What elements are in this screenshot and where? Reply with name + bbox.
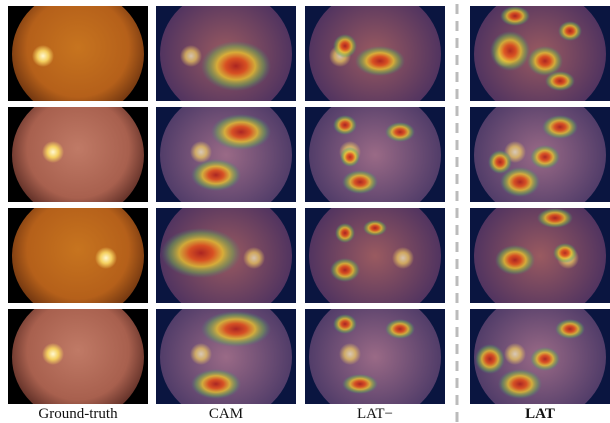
panel (305, 293, 445, 421)
heat-blob (340, 147, 360, 167)
panel-image (156, 192, 296, 320)
panel-image (305, 0, 445, 118)
panel-image (156, 91, 296, 219)
figure: Ground-truth CAM LAT− LAT (0, 0, 610, 423)
panel-image (8, 192, 148, 320)
panel-image (8, 0, 148, 118)
optic-disc (32, 45, 54, 67)
panel (8, 91, 148, 219)
column-label: CAM (209, 406, 243, 422)
panel-image (470, 192, 610, 320)
heat-blob (201, 41, 271, 91)
column-label: Ground-truth (38, 406, 118, 422)
heat-blob (475, 344, 505, 374)
panel-image (470, 293, 610, 421)
panel-image (8, 91, 148, 219)
fundus (12, 293, 144, 421)
heat-blob (330, 258, 360, 282)
panel (156, 192, 296, 320)
panel (470, 91, 610, 219)
heat-blob (530, 145, 560, 169)
panel (470, 293, 610, 421)
fundus (12, 91, 144, 219)
panel (305, 91, 445, 219)
optic-disc (243, 247, 265, 269)
panel (305, 192, 445, 320)
heat-blob (498, 369, 542, 399)
optic-disc (339, 343, 361, 365)
heat-blob (342, 374, 378, 394)
heat-blob (333, 115, 357, 135)
fundus (12, 192, 144, 320)
heat-blob (385, 122, 415, 142)
heat-blob (385, 319, 415, 339)
column-label: LAT− (357, 406, 393, 422)
heat-blob (335, 223, 355, 243)
heat-blob (553, 243, 577, 263)
fundus (309, 192, 441, 320)
optic-disc (42, 141, 64, 163)
heat-blob (191, 369, 241, 399)
heat-blob (342, 170, 378, 194)
panel-image (156, 293, 296, 421)
heat-blob (500, 6, 530, 26)
heat-blob (333, 34, 357, 58)
optic-disc (42, 343, 64, 365)
heat-blob (333, 314, 357, 334)
panel (470, 0, 610, 118)
heat-blob (201, 311, 271, 347)
heat-blob (530, 347, 560, 371)
heat-blob (191, 159, 241, 191)
panel (470, 192, 610, 320)
panel-image (156, 0, 296, 118)
panel (8, 293, 148, 421)
panel (8, 0, 148, 118)
heat-blob (495, 245, 535, 275)
heat-blob (161, 228, 241, 278)
panel (156, 293, 296, 421)
fundus (160, 91, 292, 219)
heat-blob (355, 46, 405, 76)
panel-image (305, 293, 445, 421)
optic-disc (504, 343, 526, 365)
heat-blob (211, 114, 271, 150)
heat-blob (488, 150, 512, 174)
panel (156, 0, 296, 118)
optic-disc (190, 343, 212, 365)
optic-disc (180, 45, 202, 67)
panel-image (8, 293, 148, 421)
optic-disc (392, 247, 414, 269)
fundus (474, 192, 606, 320)
fundus (309, 91, 441, 219)
panel-image (470, 0, 610, 118)
column-label: LAT (525, 406, 555, 422)
panel (305, 0, 445, 118)
heat-blob (363, 220, 387, 236)
optic-disc (95, 247, 117, 269)
panel-image (470, 91, 610, 219)
heat-blob (545, 71, 575, 91)
panel (156, 91, 296, 219)
heat-blob (558, 21, 582, 41)
heat-blob (490, 31, 530, 71)
heat-blob (555, 319, 585, 339)
heat-blob (537, 208, 573, 228)
panel-image (305, 192, 445, 320)
heat-blob (542, 115, 578, 139)
panel (8, 192, 148, 320)
panel-image (305, 91, 445, 219)
fundus (309, 293, 441, 421)
